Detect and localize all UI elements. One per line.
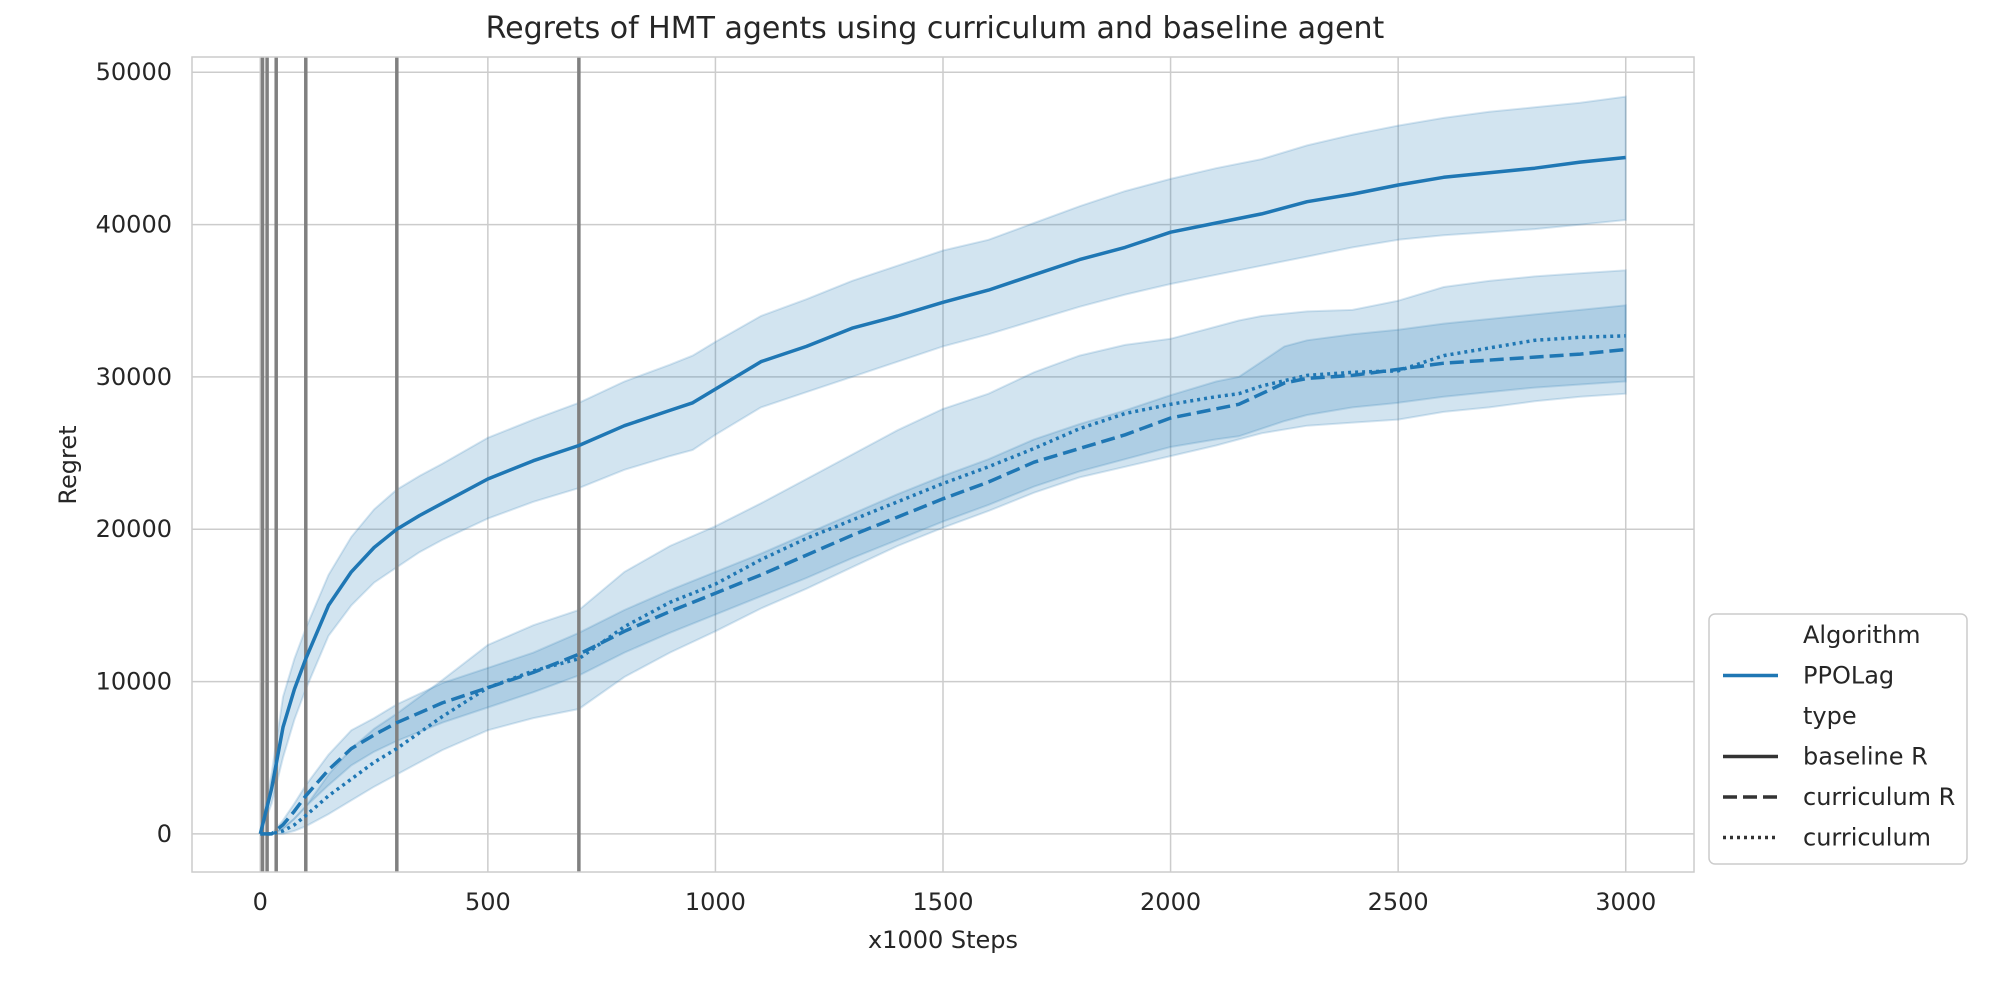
y-axis-title: Regret — [54, 425, 82, 504]
legend-header: Algorithm — [1803, 621, 1921, 649]
series-line-0 — [258, 155, 1626, 835]
y-tick-label: 40000 — [96, 211, 172, 239]
x-tick-label: 2000 — [1140, 888, 1201, 916]
legend-label: PPOLag — [1803, 662, 1894, 690]
legend-label: curriculum — [1803, 824, 1931, 852]
confidence-bands — [259, 95, 1627, 835]
plot-area — [191, 56, 1695, 873]
x-tick-label: 3000 — [1595, 888, 1656, 916]
confidence-band-2 — [260, 269, 1627, 835]
confidence-band-1 — [260, 304, 1627, 835]
y-axis-ticks: 0 10000 20000 30000 40000 50000 — [96, 58, 172, 848]
x-axis-title: x1000 Steps — [868, 926, 1018, 954]
x-tick-label: 2500 — [1368, 888, 1429, 916]
legend-header: type — [1803, 702, 1857, 730]
y-tick-label: 50000 — [96, 58, 172, 86]
y-tick-label: 30000 — [96, 363, 172, 391]
vertical-markers — [260, 57, 581, 872]
plot-frame — [191, 56, 1695, 873]
x-axis-ticks: 0 500 1000 1500 2000 2500 3000 — [253, 888, 1657, 916]
legend-label: curriculum R — [1803, 783, 1955, 811]
legend-label: baseline R — [1803, 743, 1928, 771]
chart-title: Regrets of HMT agents using curriculum a… — [486, 11, 1385, 46]
y-tick-label: 20000 — [96, 515, 172, 543]
legend-items: Algorithm PPOLag type baseline R curriculum … — [1723, 621, 1955, 852]
y-tick-label: 10000 — [96, 668, 172, 696]
x-tick-label: 0 — [253, 888, 268, 916]
series-lines — [258, 155, 1626, 836]
legend: Algorithm PPOLag type baseline R curriculum … — [1708, 613, 1968, 865]
x-tick-label: 1500 — [912, 888, 973, 916]
gridlines — [192, 57, 1694, 872]
series-line-1 — [260, 347, 1626, 836]
x-tick-label: 500 — [465, 888, 511, 916]
x-tick-label: 1000 — [685, 888, 746, 916]
y-tick-label: 0 — [157, 820, 172, 848]
